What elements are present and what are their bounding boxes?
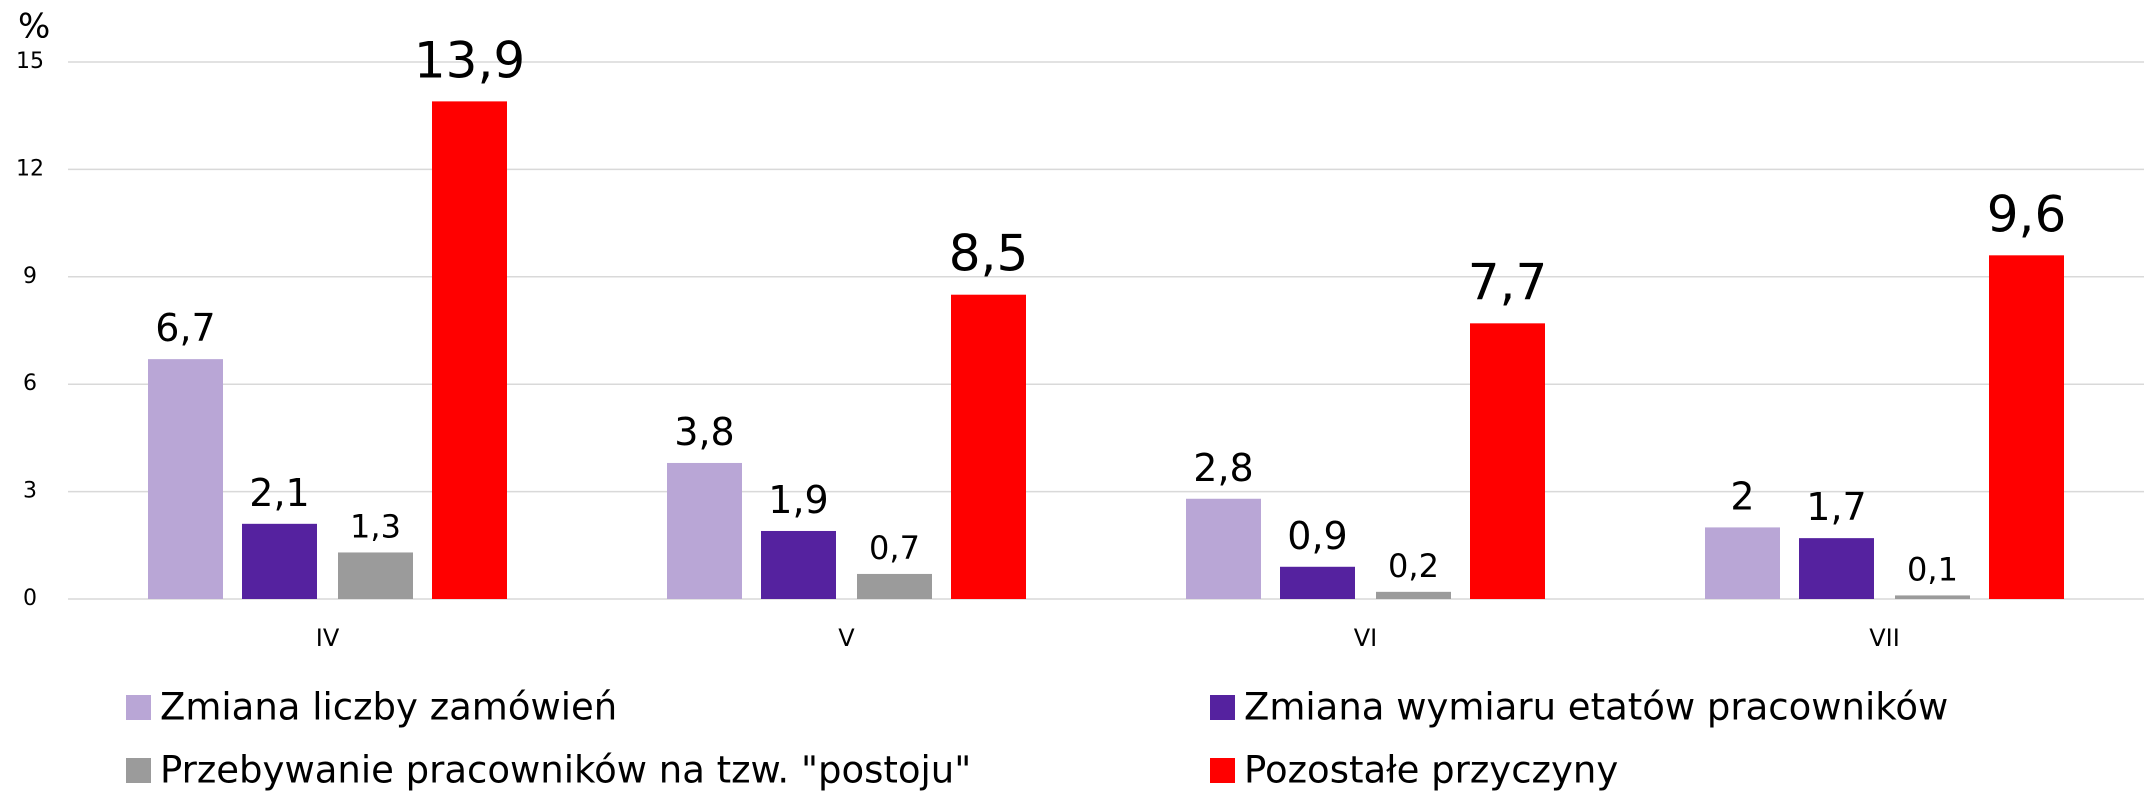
value-label: 13,9 <box>414 31 525 89</box>
value-label: 7,7 <box>1468 253 1548 311</box>
value-label: 1,7 <box>1806 485 1866 529</box>
value-label: 1,9 <box>768 478 828 522</box>
value-label: 6,7 <box>155 306 215 350</box>
legend-swatch <box>1210 758 1235 783</box>
value-label: 2,1 <box>249 471 309 515</box>
bar <box>148 359 223 599</box>
legend-label: Przebywanie pracowników na tzw. "postoju… <box>160 749 971 792</box>
y-axis-label: % <box>18 7 50 47</box>
value-label: 2,8 <box>1193 446 1253 490</box>
y-tick-label: 15 <box>16 49 44 74</box>
value-label: 1,3 <box>350 507 401 545</box>
x-tick-label: IV <box>316 624 340 652</box>
legend-label: Pozostałe przyczyny <box>1244 749 1618 792</box>
value-label: 0,9 <box>1287 514 1347 558</box>
bar <box>761 530 836 599</box>
bar <box>242 523 317 599</box>
bar <box>1186 498 1261 599</box>
legend-swatch <box>126 758 151 783</box>
bar <box>1705 527 1780 599</box>
bar <box>1989 255 2064 599</box>
value-label: 0,2 <box>1388 547 1439 585</box>
y-tick-label: 9 <box>23 264 37 289</box>
legend-label: Zmiana liczby zamówień <box>160 686 617 729</box>
bar <box>1376 591 1451 599</box>
x-tick-label: VI <box>1354 624 1378 652</box>
legend-swatch <box>126 695 151 720</box>
bar <box>857 573 932 599</box>
bar <box>1895 595 1970 599</box>
x-tick-label: VII <box>1869 624 1900 652</box>
y-tick-label: 6 <box>23 371 37 396</box>
bar <box>1280 566 1355 599</box>
bar <box>338 552 413 599</box>
value-label: 3,8 <box>674 410 734 454</box>
y-tick-label: 3 <box>23 479 37 504</box>
bar <box>1799 538 1874 599</box>
value-label: 0,1 <box>1907 550 1958 588</box>
bar <box>951 294 1026 599</box>
value-label: 9,6 <box>1987 185 2067 243</box>
bar <box>1470 323 1545 599</box>
legend-label: Zmiana wymiaru etatów pracowników <box>1244 686 1948 729</box>
bar <box>432 101 507 599</box>
value-label: 8,5 <box>949 225 1029 283</box>
value-label: 2 <box>1730 474 1754 518</box>
bar <box>667 462 742 599</box>
legend-swatch <box>1210 695 1235 720</box>
y-tick-label: 0 <box>23 586 37 611</box>
x-tick-label: V <box>838 624 855 652</box>
y-tick-label: 12 <box>16 156 44 181</box>
value-label: 0,7 <box>869 529 920 567</box>
